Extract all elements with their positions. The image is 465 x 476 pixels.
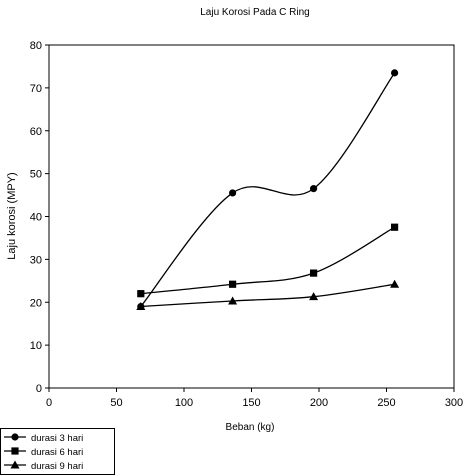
- x-tick-label-4: 200: [310, 397, 328, 409]
- series-1: [137, 69, 399, 311]
- y-tick-label-8: 80: [30, 40, 42, 52]
- series-2-point-4: [391, 223, 399, 231]
- x-tick-label-3: 150: [242, 397, 260, 409]
- series-layer: [136, 69, 400, 311]
- series-2: [137, 223, 399, 298]
- y-tick-label-0: 0: [36, 383, 42, 395]
- series-2-point-2: [229, 280, 237, 288]
- y-axis-label: Laju korosi (MPY): [6, 172, 18, 259]
- legend: durasi 3 hari durasi 6 hari durasi 9 hari: [0, 428, 115, 475]
- series-2-point-3: [310, 269, 318, 277]
- plot-area: [48, 44, 455, 389]
- y-axis: 0 10 20 30 40 50 60 70 80: [30, 40, 49, 395]
- series-2-point-1: [137, 290, 145, 298]
- x-tick-label-6: 300: [445, 397, 463, 409]
- legend-item-2: durasi 6 hari: [4, 447, 83, 458]
- series-3-point-3: [309, 292, 319, 301]
- y-tick-label-6: 60: [30, 126, 42, 138]
- series-1-line: [140, 72, 396, 307]
- x-tick-label-2: 100: [175, 397, 193, 409]
- series-1-point-3: [310, 185, 318, 193]
- y-tick-label-4: 40: [30, 212, 42, 224]
- plot-frame: [48, 44, 455, 389]
- y-tick-label-1: 10: [30, 340, 42, 352]
- chart-title: Laju Korosi Pada C Ring: [200, 7, 310, 18]
- y-tick-label-3: 30: [30, 254, 42, 266]
- y-tick-label-5: 50: [30, 169, 42, 181]
- legend-marker-1: [11, 433, 19, 441]
- series-3-line: [140, 283, 395, 308]
- x-tick-label-1: 50: [110, 397, 122, 409]
- series-3-point-1: [136, 302, 146, 311]
- y-tick-label-2: 20: [30, 297, 42, 309]
- series-3: [136, 279, 400, 311]
- series-1-point-4: [391, 69, 399, 77]
- legend-item-1: durasi 3 hari: [4, 433, 83, 444]
- x-axis: 0 50 100 150 200 250 300: [46, 388, 463, 409]
- series-3-point-2: [228, 296, 238, 305]
- series-1-point-2: [229, 189, 237, 197]
- series-3-point-4: [390, 279, 400, 288]
- legend-label-2: durasi 6 hari: [31, 447, 83, 458]
- x-tick-label-5: 250: [377, 397, 395, 409]
- legend-item-3: durasi 9 hari: [4, 460, 83, 472]
- series-2-line: [140, 226, 395, 295]
- legend-marker-2: [11, 447, 19, 455]
- legend-label-1: durasi 3 hari: [31, 433, 83, 444]
- legend-label-3: durasi 9 hari: [31, 461, 83, 472]
- legend-marker-3: [10, 460, 20, 469]
- x-tick-label-0: 0: [46, 397, 52, 409]
- x-axis-label: Beban (kg): [226, 422, 275, 433]
- y-tick-label-7: 70: [30, 83, 42, 95]
